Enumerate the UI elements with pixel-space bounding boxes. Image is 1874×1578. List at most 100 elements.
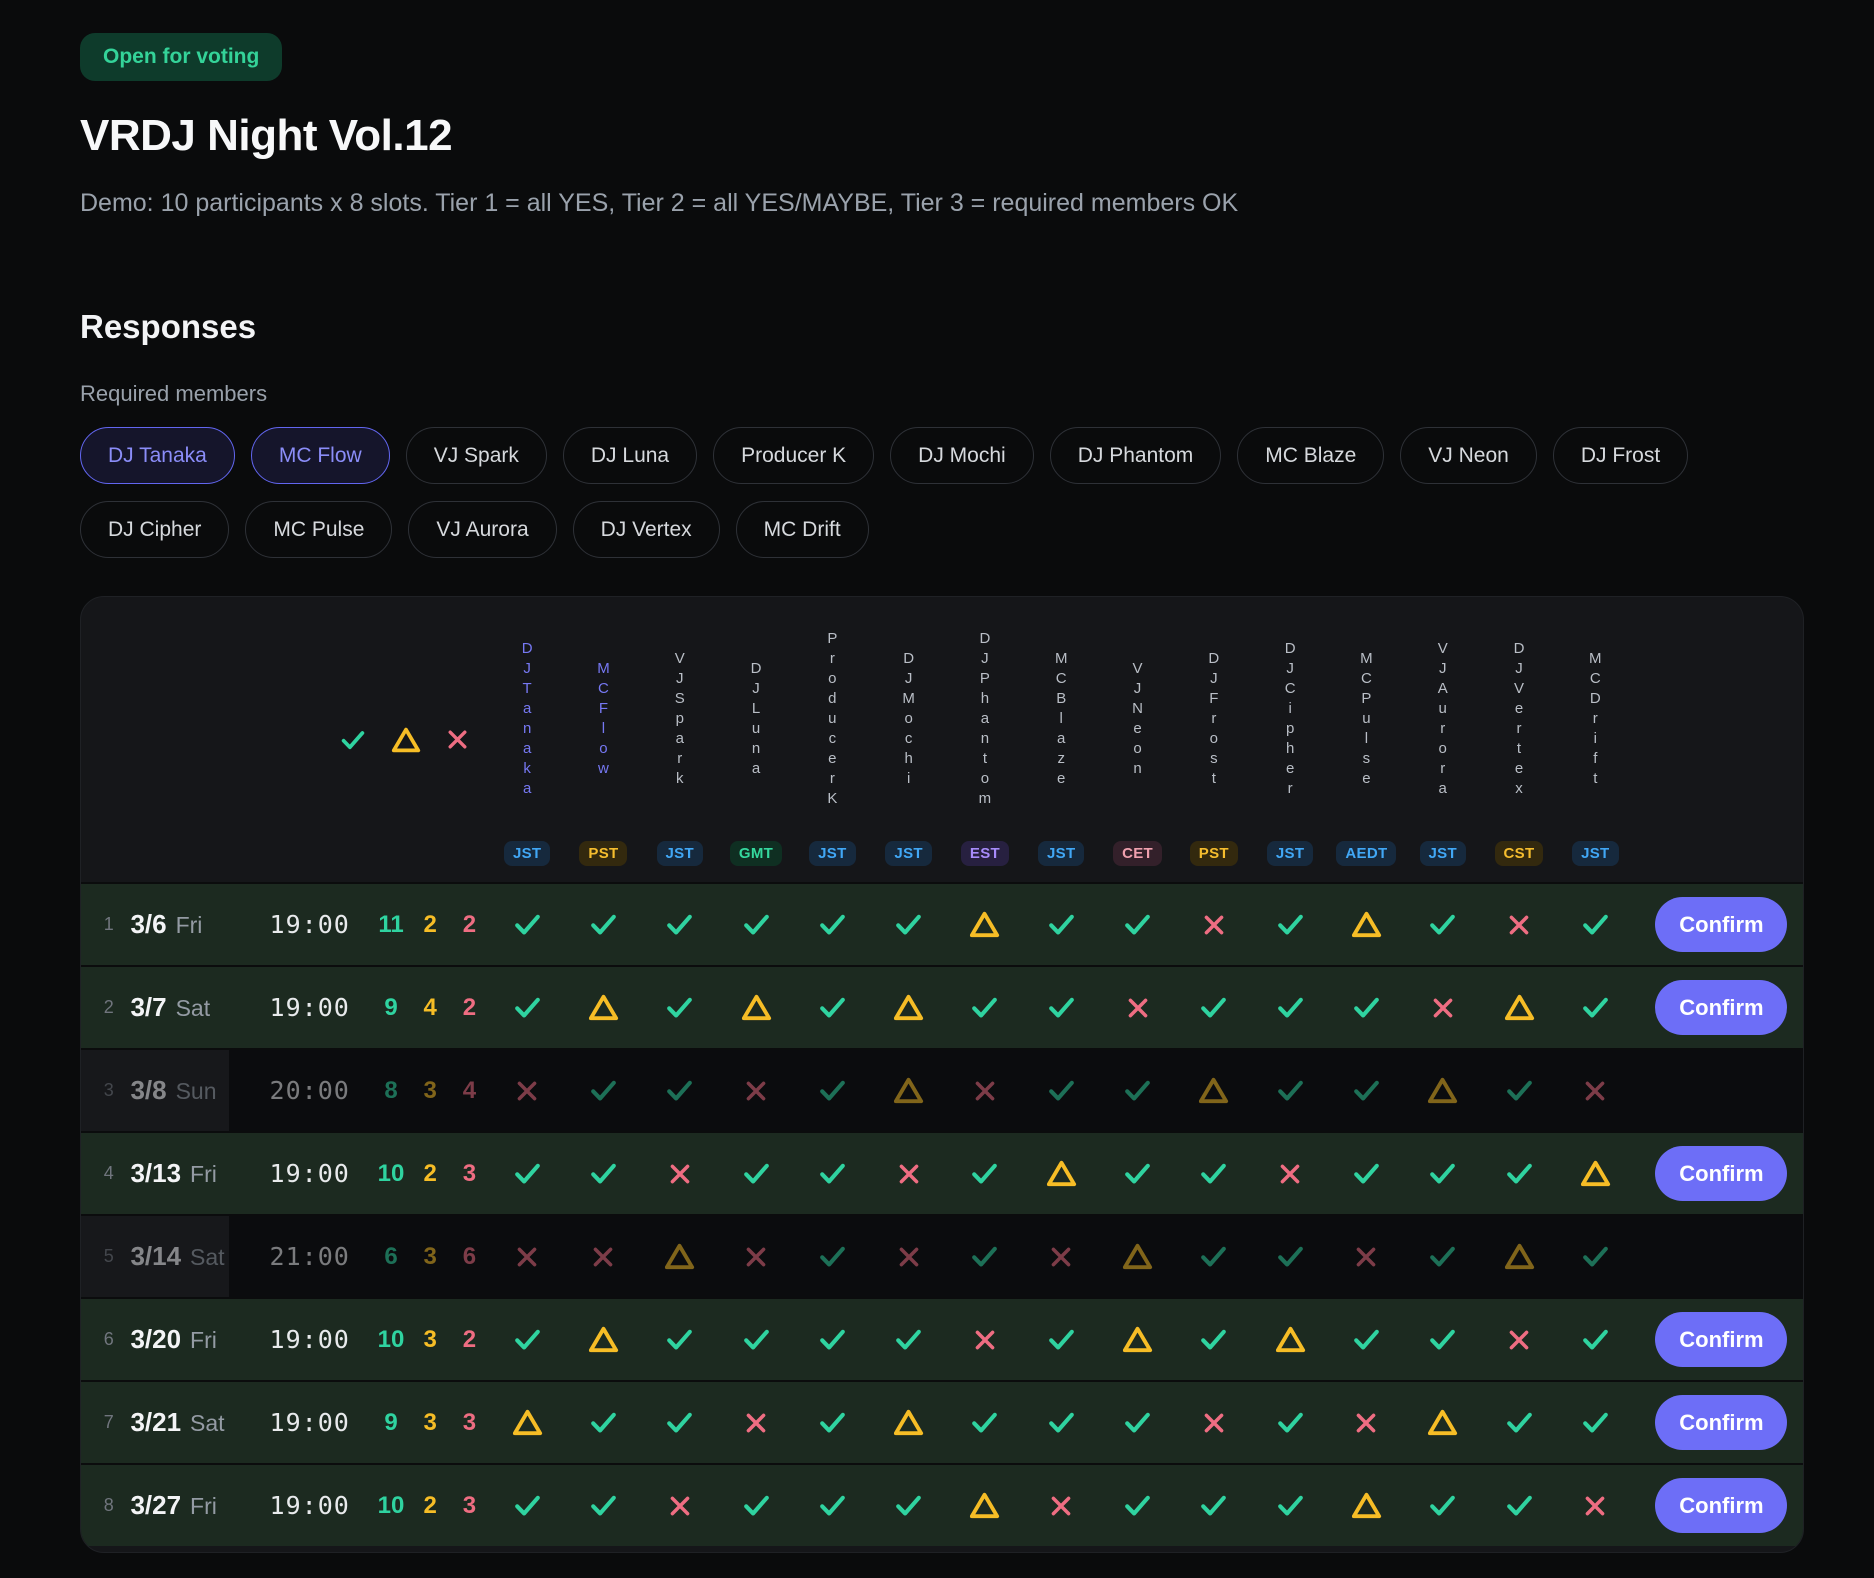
slot-time: 20:00	[269, 1076, 350, 1105]
confirm-button[interactable]: Confirm	[1655, 1478, 1788, 1533]
check-icon	[972, 1246, 998, 1267]
confirm-button[interactable]: Confirm	[1655, 1312, 1788, 1367]
member-chip[interactable]: MC Drift	[735, 501, 869, 558]
vote-cell	[947, 1489, 1023, 1522]
vote-cell	[794, 1489, 870, 1522]
x-icon	[1509, 1330, 1529, 1349]
x-icon	[975, 1081, 995, 1100]
vote-cell	[1099, 1157, 1175, 1190]
check-icon	[972, 997, 998, 1018]
vote-cell	[1023, 1323, 1099, 1356]
confirm-button[interactable]: Confirm	[1655, 1146, 1788, 1201]
vote-legend	[81, 597, 489, 882]
check-icon	[819, 1329, 845, 1350]
vote-cell	[1328, 991, 1404, 1024]
triangle-icon	[512, 1409, 542, 1436]
check-icon	[1354, 1080, 1379, 1101]
check-icon	[667, 1329, 693, 1350]
check-icon	[972, 1163, 998, 1184]
vote-cell	[870, 1323, 946, 1356]
confirm-cell: Confirm	[1633, 1478, 1803, 1533]
member-chip[interactable]: VJ Aurora	[408, 501, 557, 558]
member-chip[interactable]: VJ Spark	[405, 427, 547, 484]
member-chip[interactable]: VJ Neon	[1400, 427, 1537, 484]
member-chip[interactable]: DJ Luna	[562, 427, 698, 484]
vote-cell	[1481, 1326, 1557, 1354]
participant-column-header: M C P u l s e AEDT	[1328, 597, 1404, 882]
check-icon	[514, 1495, 540, 1516]
responses-table: D J T a n a k a JST M C F l o w PST V J S p …	[80, 596, 1804, 1553]
timezone-badge: JST	[503, 841, 551, 866]
vote-cell	[1328, 1409, 1404, 1437]
timezone-badge: JST	[656, 841, 703, 866]
yes-count: 10	[377, 1325, 405, 1353]
vote-cell	[1176, 991, 1252, 1024]
vote-cell	[1557, 1157, 1633, 1190]
participant-column-header: D J L u n a GMT	[718, 597, 794, 882]
vote-cell	[1252, 1160, 1328, 1188]
confirm-button[interactable]: Confirm	[1655, 897, 1788, 952]
vote-cell	[489, 1489, 565, 1522]
member-chip[interactable]: DJ Tanaka	[80, 427, 235, 484]
confirm-button[interactable]: Confirm	[1655, 1395, 1788, 1450]
slot-weekday: Sun	[175, 1078, 217, 1104]
vote-cell	[947, 1157, 1023, 1190]
confirm-button[interactable]: Confirm	[1655, 980, 1788, 1035]
vote-cell	[565, 1243, 641, 1271]
slot-weekday: Sat	[190, 1244, 225, 1270]
x-icon	[448, 730, 467, 749]
member-chip[interactable]: MC Blaze	[1237, 427, 1385, 484]
x-icon	[517, 1247, 537, 1266]
vote-cell	[1023, 1074, 1099, 1107]
vote-cell	[718, 1323, 794, 1356]
vote-cell	[642, 1406, 718, 1439]
table-row: 1 3/6 Fri 19:00 11 2 2 Confirm	[81, 882, 1803, 965]
slot-date: 3/6	[130, 909, 167, 939]
vote-cell	[489, 1157, 565, 1190]
member-chip[interactable]: DJ Frost	[1552, 427, 1689, 484]
check-icon	[896, 1495, 921, 1516]
triangle-icon	[894, 1409, 924, 1436]
participant-name: D J V e r t e x	[1513, 640, 1525, 797]
check-icon	[1277, 914, 1303, 935]
check-icon	[819, 1163, 845, 1184]
slot-date: 3/21	[130, 1407, 182, 1437]
vote-cell	[565, 991, 641, 1024]
member-chip[interactable]: Producer K	[713, 427, 875, 484]
check-icon	[1277, 1495, 1303, 1516]
slot-info-cell: 1 3/6 Fri 19:00 11 2 2	[81, 909, 489, 940]
member-chip[interactable]: DJ Vertex	[572, 501, 720, 558]
x-icon	[1128, 998, 1147, 1017]
vote-cell	[1557, 1492, 1633, 1520]
slot-date: 3/8	[130, 1075, 167, 1105]
member-chip[interactable]: DJ Mochi	[890, 427, 1034, 484]
vote-cell	[870, 1406, 946, 1439]
no-count: 3	[462, 1159, 477, 1187]
vote-cell	[1023, 1243, 1099, 1271]
triangle-icon	[1122, 1243, 1153, 1270]
vote-cell	[1557, 1406, 1633, 1439]
x-icon	[746, 1413, 766, 1432]
participant-column-header: M C F l o w PST	[565, 597, 641, 882]
yes-count: 8	[384, 1076, 398, 1104]
vote-cell	[1557, 991, 1633, 1024]
member-chip[interactable]: MC Pulse	[245, 501, 393, 558]
member-chip[interactable]: DJ Phantom	[1049, 427, 1222, 484]
member-chip[interactable]: MC Flow	[250, 427, 390, 484]
vote-cell	[794, 1240, 870, 1273]
triangle-icon	[1199, 1077, 1229, 1104]
vote-cell	[1099, 1489, 1175, 1522]
vote-cell	[489, 1243, 565, 1271]
vote-cell	[1176, 1409, 1252, 1437]
x-icon	[1585, 1081, 1605, 1100]
member-chip[interactable]: DJ Cipher	[80, 501, 230, 558]
slot-info-cell: 3 3/8 Sun 20:00 8 3 4	[81, 1075, 489, 1106]
maybe-count: 2	[423, 1491, 437, 1519]
check-icon	[1048, 1080, 1074, 1101]
slot-info-cell: 7 3/21 Sat 19:00 9 3 3	[81, 1407, 489, 1438]
page-title: VRDJ Night Vol.12	[80, 111, 453, 160]
vote-cell	[642, 908, 718, 941]
row-number: 4	[103, 1163, 114, 1183]
check-icon	[514, 997, 540, 1018]
